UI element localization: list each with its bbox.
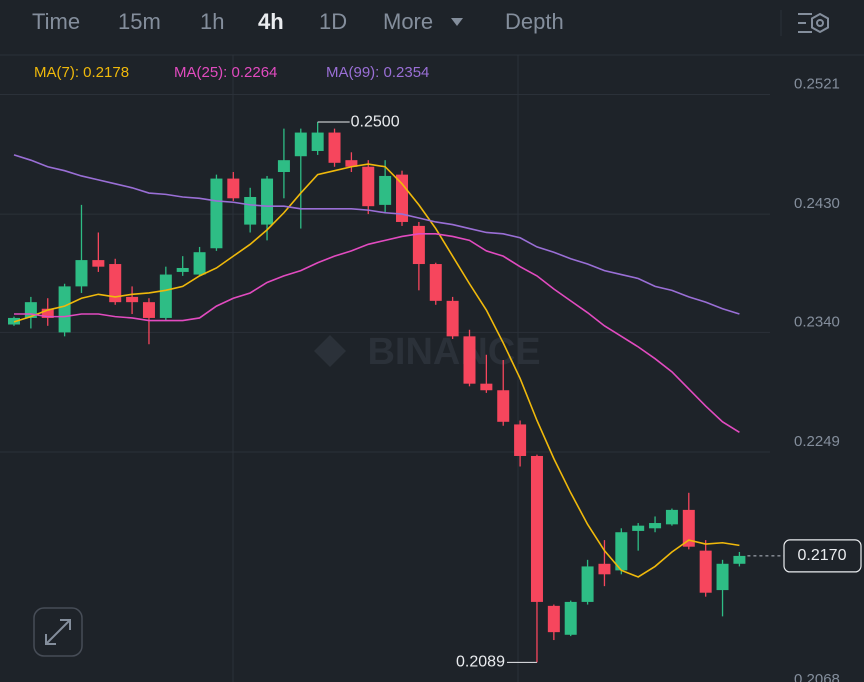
candle-body: [564, 601, 577, 635]
candle-body: [733, 555, 746, 564]
candle-body: [261, 178, 274, 225]
candle-body: [615, 532, 628, 571]
candle-body: [497, 390, 510, 422]
candle-body: [92, 260, 105, 267]
candle-body: [41, 308, 54, 318]
y-tick-label: 0.2521: [794, 75, 840, 92]
candle-body: [632, 525, 645, 531]
candle-body: [345, 160, 358, 167]
last-price-label: 0.2170: [798, 547, 847, 564]
candle-body: [294, 132, 307, 157]
candle-body: [716, 563, 729, 591]
annotation-label: 0.2089: [456, 654, 505, 671]
candle-body: [581, 566, 594, 602]
toolbar-item[interactable]: More: [383, 9, 433, 34]
watermark-logo: [314, 335, 346, 367]
candle-body: [210, 178, 223, 249]
y-tick-label: 0.2430: [794, 195, 840, 212]
candle-body: [244, 196, 257, 225]
legend-entry: MA(25): 0.2264: [174, 64, 277, 81]
candle-body: [682, 509, 695, 547]
toolbar-item[interactable]: Time: [32, 9, 80, 34]
toolbar-item[interactable]: 4h: [258, 9, 284, 34]
candle-body: [480, 383, 493, 391]
candle-body: [362, 166, 375, 207]
y-tick-label: 0.2249: [794, 433, 840, 450]
y-tick-label: 0.2340: [794, 313, 840, 330]
toolbar-item[interactable]: Depth: [505, 9, 564, 34]
dropdown-arrow: [451, 18, 463, 26]
candle-body: [227, 178, 240, 199]
candle-body: [159, 274, 172, 318]
toolbar-item[interactable]: 1D: [319, 9, 347, 34]
candle-body: [311, 132, 324, 151]
annotation-label: 0.2500: [351, 113, 400, 130]
candle-body: [598, 563, 611, 575]
candle-body: [463, 336, 476, 384]
candle-body: [649, 523, 662, 529]
candle-body: [547, 605, 560, 633]
watermark: BINANCE: [367, 331, 540, 373]
toolbar-item[interactable]: 15m: [118, 9, 161, 34]
last-price-tag: [783, 539, 862, 573]
candle-body: [126, 296, 139, 303]
candle-body: [379, 175, 392, 205]
candle-body: [514, 424, 527, 456]
candle-body: [446, 300, 459, 337]
candle-body: [328, 132, 341, 163]
candle-body: [75, 260, 88, 287]
candle-body: [193, 252, 206, 275]
candle-body: [699, 550, 712, 593]
legend-entry: MA(7): 0.2178: [34, 64, 129, 81]
candle-body: [142, 302, 155, 318]
candle-body: [530, 455, 543, 602]
candle-body: [176, 267, 189, 272]
candle-body: [412, 225, 425, 265]
candle-body: [58, 286, 71, 333]
candle-body: [277, 160, 290, 173]
expand-button[interactable]: [33, 607, 83, 657]
y-tick-label: 0.2068: [794, 671, 840, 682]
toolbar-item[interactable]: 1h: [200, 9, 224, 34]
legend-entry: MA(99): 0.2354: [326, 64, 429, 81]
candle-body: [665, 509, 678, 525]
ma-line: [13, 163, 740, 578]
settings-icon[interactable]: [798, 12, 829, 34]
ma-line: [14, 232, 740, 433]
candle-body: [429, 264, 442, 301]
candle-body: [109, 264, 122, 303]
ma-line: [13, 154, 740, 315]
